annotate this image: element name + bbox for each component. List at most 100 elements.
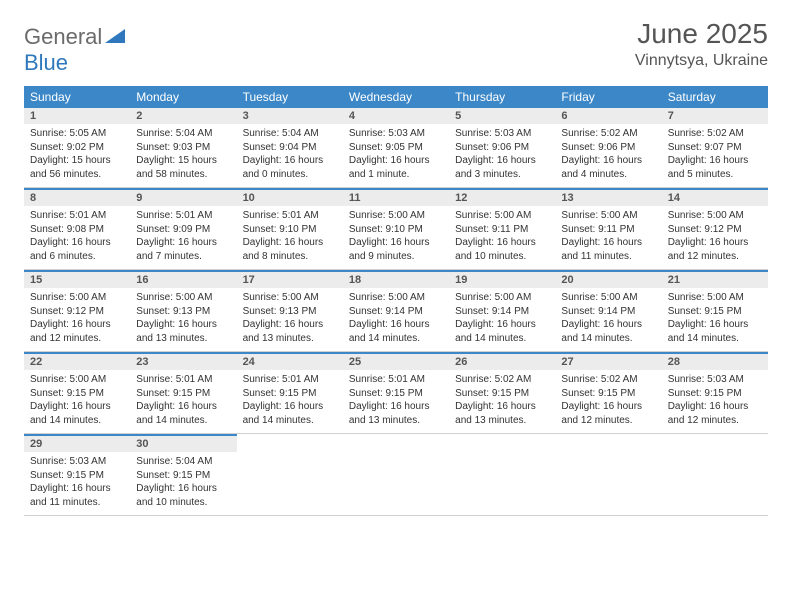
day-cell: 18Sunrise: 5:00 AMSunset: 9:14 PMDayligh… <box>343 270 449 351</box>
weeks-container: 1Sunrise: 5:05 AMSunset: 9:02 PMDaylight… <box>24 108 768 516</box>
day-cell: 14Sunrise: 5:00 AMSunset: 9:12 PMDayligh… <box>662 188 768 269</box>
daylight-text: Daylight: 16 hours and 14 minutes. <box>30 400 124 427</box>
day-details: Sunrise: 5:03 AMSunset: 9:15 PMDaylight:… <box>24 452 130 515</box>
day-number: 17 <box>237 270 343 288</box>
day-details: Sunrise: 5:01 AMSunset: 9:09 PMDaylight:… <box>130 206 236 269</box>
day-number: 1 <box>24 108 130 124</box>
sunset-text: Sunset: 9:15 PM <box>561 387 655 401</box>
sunset-text: Sunset: 9:15 PM <box>455 387 549 401</box>
daylight-text: Daylight: 16 hours and 9 minutes. <box>349 236 443 263</box>
week-row: 15 Sunrise: 5:00 AM Sunset: 9:12 PM Dayligh… <box>24 270 768 352</box>
sunset-text: Sunset: 9:15 PM <box>136 469 230 483</box>
sunrise-text: Sunrise: 5:02 AM <box>455 373 549 387</box>
day-number: 2 <box>130 108 236 124</box>
weekday-header-row: SundayMondayTuesdayWednesdayThursdayFrid… <box>24 86 768 108</box>
day-number: 7 <box>662 108 768 124</box>
sunrise-text: Sunrise: 5:01 AM <box>349 373 443 387</box>
sunrise-text: Sunrise: 5:00 AM <box>349 209 443 223</box>
sunset-text: Sunset: 9:03 PM <box>136 141 230 155</box>
sunset-text: Sunset: 9:10 PM <box>243 223 337 237</box>
sunrise-text: Sunrise: 5:01 AM <box>30 209 124 223</box>
daylight-text: Daylight: 16 hours and 11 minutes. <box>561 236 655 263</box>
day-details: Sunrise: 5:02 AMSunset: 9:15 PMDaylight:… <box>449 370 555 433</box>
daylight-text: Daylight: 16 hours and 14 minutes. <box>561 318 655 345</box>
day-details: Sunrise: 5:02 AMSunset: 9:15 PMDaylight:… <box>555 370 661 433</box>
sunset-text: Sunset: 9:14 PM <box>455 305 549 319</box>
sunset-text: Sunset: 9:12 PM <box>30 305 124 319</box>
week-row: 29Sunrise: 5:03 AMSunset: 9:15 PMDayligh… <box>24 434 768 516</box>
day-number: 20 <box>555 270 661 288</box>
sunrise-text: Sunrise: 5:00 AM <box>349 291 443 305</box>
day-details: Sunrise: 5:02 AMSunset: 9:06 PMDaylight:… <box>555 124 661 187</box>
logo-text-general: General <box>24 24 102 50</box>
sunrise-text: Sunrise: 5:03 AM <box>668 373 762 387</box>
sunrise-text: Sunrise: 5:02 AM <box>561 127 655 141</box>
day-cell: 24Sunrise: 5:01 AMSunset: 9:15 PMDayligh… <box>237 352 343 433</box>
weekday-saturday: Saturday <box>662 86 768 108</box>
calendar-grid: SundayMondayTuesdayWednesdayThursdayFrid… <box>24 86 768 516</box>
day-number: 6 <box>555 108 661 124</box>
empty-day-cell <box>662 434 768 515</box>
day-number: 4 <box>343 108 449 124</box>
sunrise-text: Sunrise: 5:00 AM <box>243 291 337 305</box>
day-details: Sunrise: 5:00 AMSunset: 9:11 PMDaylight:… <box>555 206 661 269</box>
sunset-text: Sunset: 9:15 PM <box>243 387 337 401</box>
weekday-tuesday: Tuesday <box>237 86 343 108</box>
daylight-text: Daylight: 16 hours and 12 minutes. <box>668 236 762 263</box>
day-number: 25 <box>343 352 449 370</box>
sunrise-text: Sunrise: 5:04 AM <box>136 127 230 141</box>
empty-day-cell <box>343 434 449 515</box>
day-number: 21 <box>662 270 768 288</box>
day-details: Sunrise: 5:04 AMSunset: 9:04 PMDaylight:… <box>237 124 343 187</box>
daylight-text: Daylight: 16 hours and 14 minutes. <box>668 318 762 345</box>
sunrise-text: Sunrise: 5:01 AM <box>136 209 230 223</box>
sunrise-text: Sunrise: 5:00 AM <box>30 373 124 387</box>
day-cell: 17Sunrise: 5:00 AMSunset: 9:13 PMDayligh… <box>237 270 343 351</box>
daylight-text: Daylight: 16 hours and 4 minutes. <box>561 154 655 181</box>
day-details: Sunrise: 5:00 AMSunset: 9:14 PMDaylight:… <box>343 288 449 351</box>
day-cell: 5Sunrise: 5:03 AMSunset: 9:06 PMDaylight… <box>449 108 555 187</box>
sunset-text: Sunset: 9:15 PM <box>30 387 124 401</box>
sunrise-text: Sunrise: 5:00 AM <box>668 209 762 223</box>
month-title: June 2025 <box>635 18 768 50</box>
sunrise-text: Sunrise: 5:01 AM <box>243 209 337 223</box>
daylight-text: Daylight: 16 hours and 7 minutes. <box>136 236 230 263</box>
day-cell: 15Sunrise: 5:00 AMSunset: 9:12 PMDayligh… <box>24 270 130 351</box>
sunset-text: Sunset: 9:10 PM <box>349 223 443 237</box>
sunrise-text: Sunrise: 5:00 AM <box>136 291 230 305</box>
day-number: 13 <box>555 188 661 206</box>
sunrise-text: Sunrise: 5:01 AM <box>243 373 337 387</box>
day-details: Sunrise: 5:00 AMSunset: 9:11 PMDaylight:… <box>449 206 555 269</box>
day-cell: 6Sunrise: 5:02 AMSunset: 9:06 PMDaylight… <box>555 108 661 187</box>
sunset-text: Sunset: 9:15 PM <box>349 387 443 401</box>
empty-day-cell <box>449 434 555 515</box>
sunset-text: Sunset: 9:06 PM <box>561 141 655 155</box>
day-cell: 26Sunrise: 5:02 AMSunset: 9:15 PMDayligh… <box>449 352 555 433</box>
sunset-text: Sunset: 9:12 PM <box>668 223 762 237</box>
day-number: 15 <box>24 270 130 288</box>
logo-text-blue: Blue <box>24 50 768 76</box>
daylight-text: Daylight: 16 hours and 1 minute. <box>349 154 443 181</box>
sunset-text: Sunset: 9:13 PM <box>136 305 230 319</box>
day-cell: 4Sunrise: 5:03 AMSunset: 9:05 PMDaylight… <box>343 108 449 187</box>
weekday-thursday: Thursday <box>449 86 555 108</box>
sunrise-text: Sunrise: 5:03 AM <box>455 127 549 141</box>
sunset-text: Sunset: 9:15 PM <box>668 387 762 401</box>
sunrise-text: Sunrise: 5:01 AM <box>136 373 230 387</box>
daylight-text: Daylight: 15 hours and 58 minutes. <box>136 154 230 181</box>
day-details: Sunrise: 5:04 AMSunset: 9:15 PMDaylight:… <box>130 452 236 515</box>
daylight-text: Daylight: 16 hours and 10 minutes. <box>136 482 230 509</box>
day-details: Sunrise: 5:00 AMSunset: 9:13 PMDaylight:… <box>237 288 343 351</box>
sunset-text: Sunset: 9:14 PM <box>349 305 443 319</box>
day-number: 5 <box>449 108 555 124</box>
day-number: 12 <box>449 188 555 206</box>
daylight-text: Daylight: 16 hours and 10 minutes. <box>455 236 549 263</box>
sunset-text: Sunset: 9:11 PM <box>561 223 655 237</box>
day-cell: 22Sunrise: 5:00 AMSunset: 9:15 PMDayligh… <box>24 352 130 433</box>
brand-logo: General <box>24 24 127 50</box>
day-cell: 1Sunrise: 5:05 AMSunset: 9:02 PMDaylight… <box>24 108 130 187</box>
daylight-text: Daylight: 16 hours and 12 minutes. <box>668 400 762 427</box>
sunset-text: Sunset: 9:07 PM <box>668 141 762 155</box>
day-number: 10 <box>237 188 343 206</box>
day-number: 16 <box>130 270 236 288</box>
